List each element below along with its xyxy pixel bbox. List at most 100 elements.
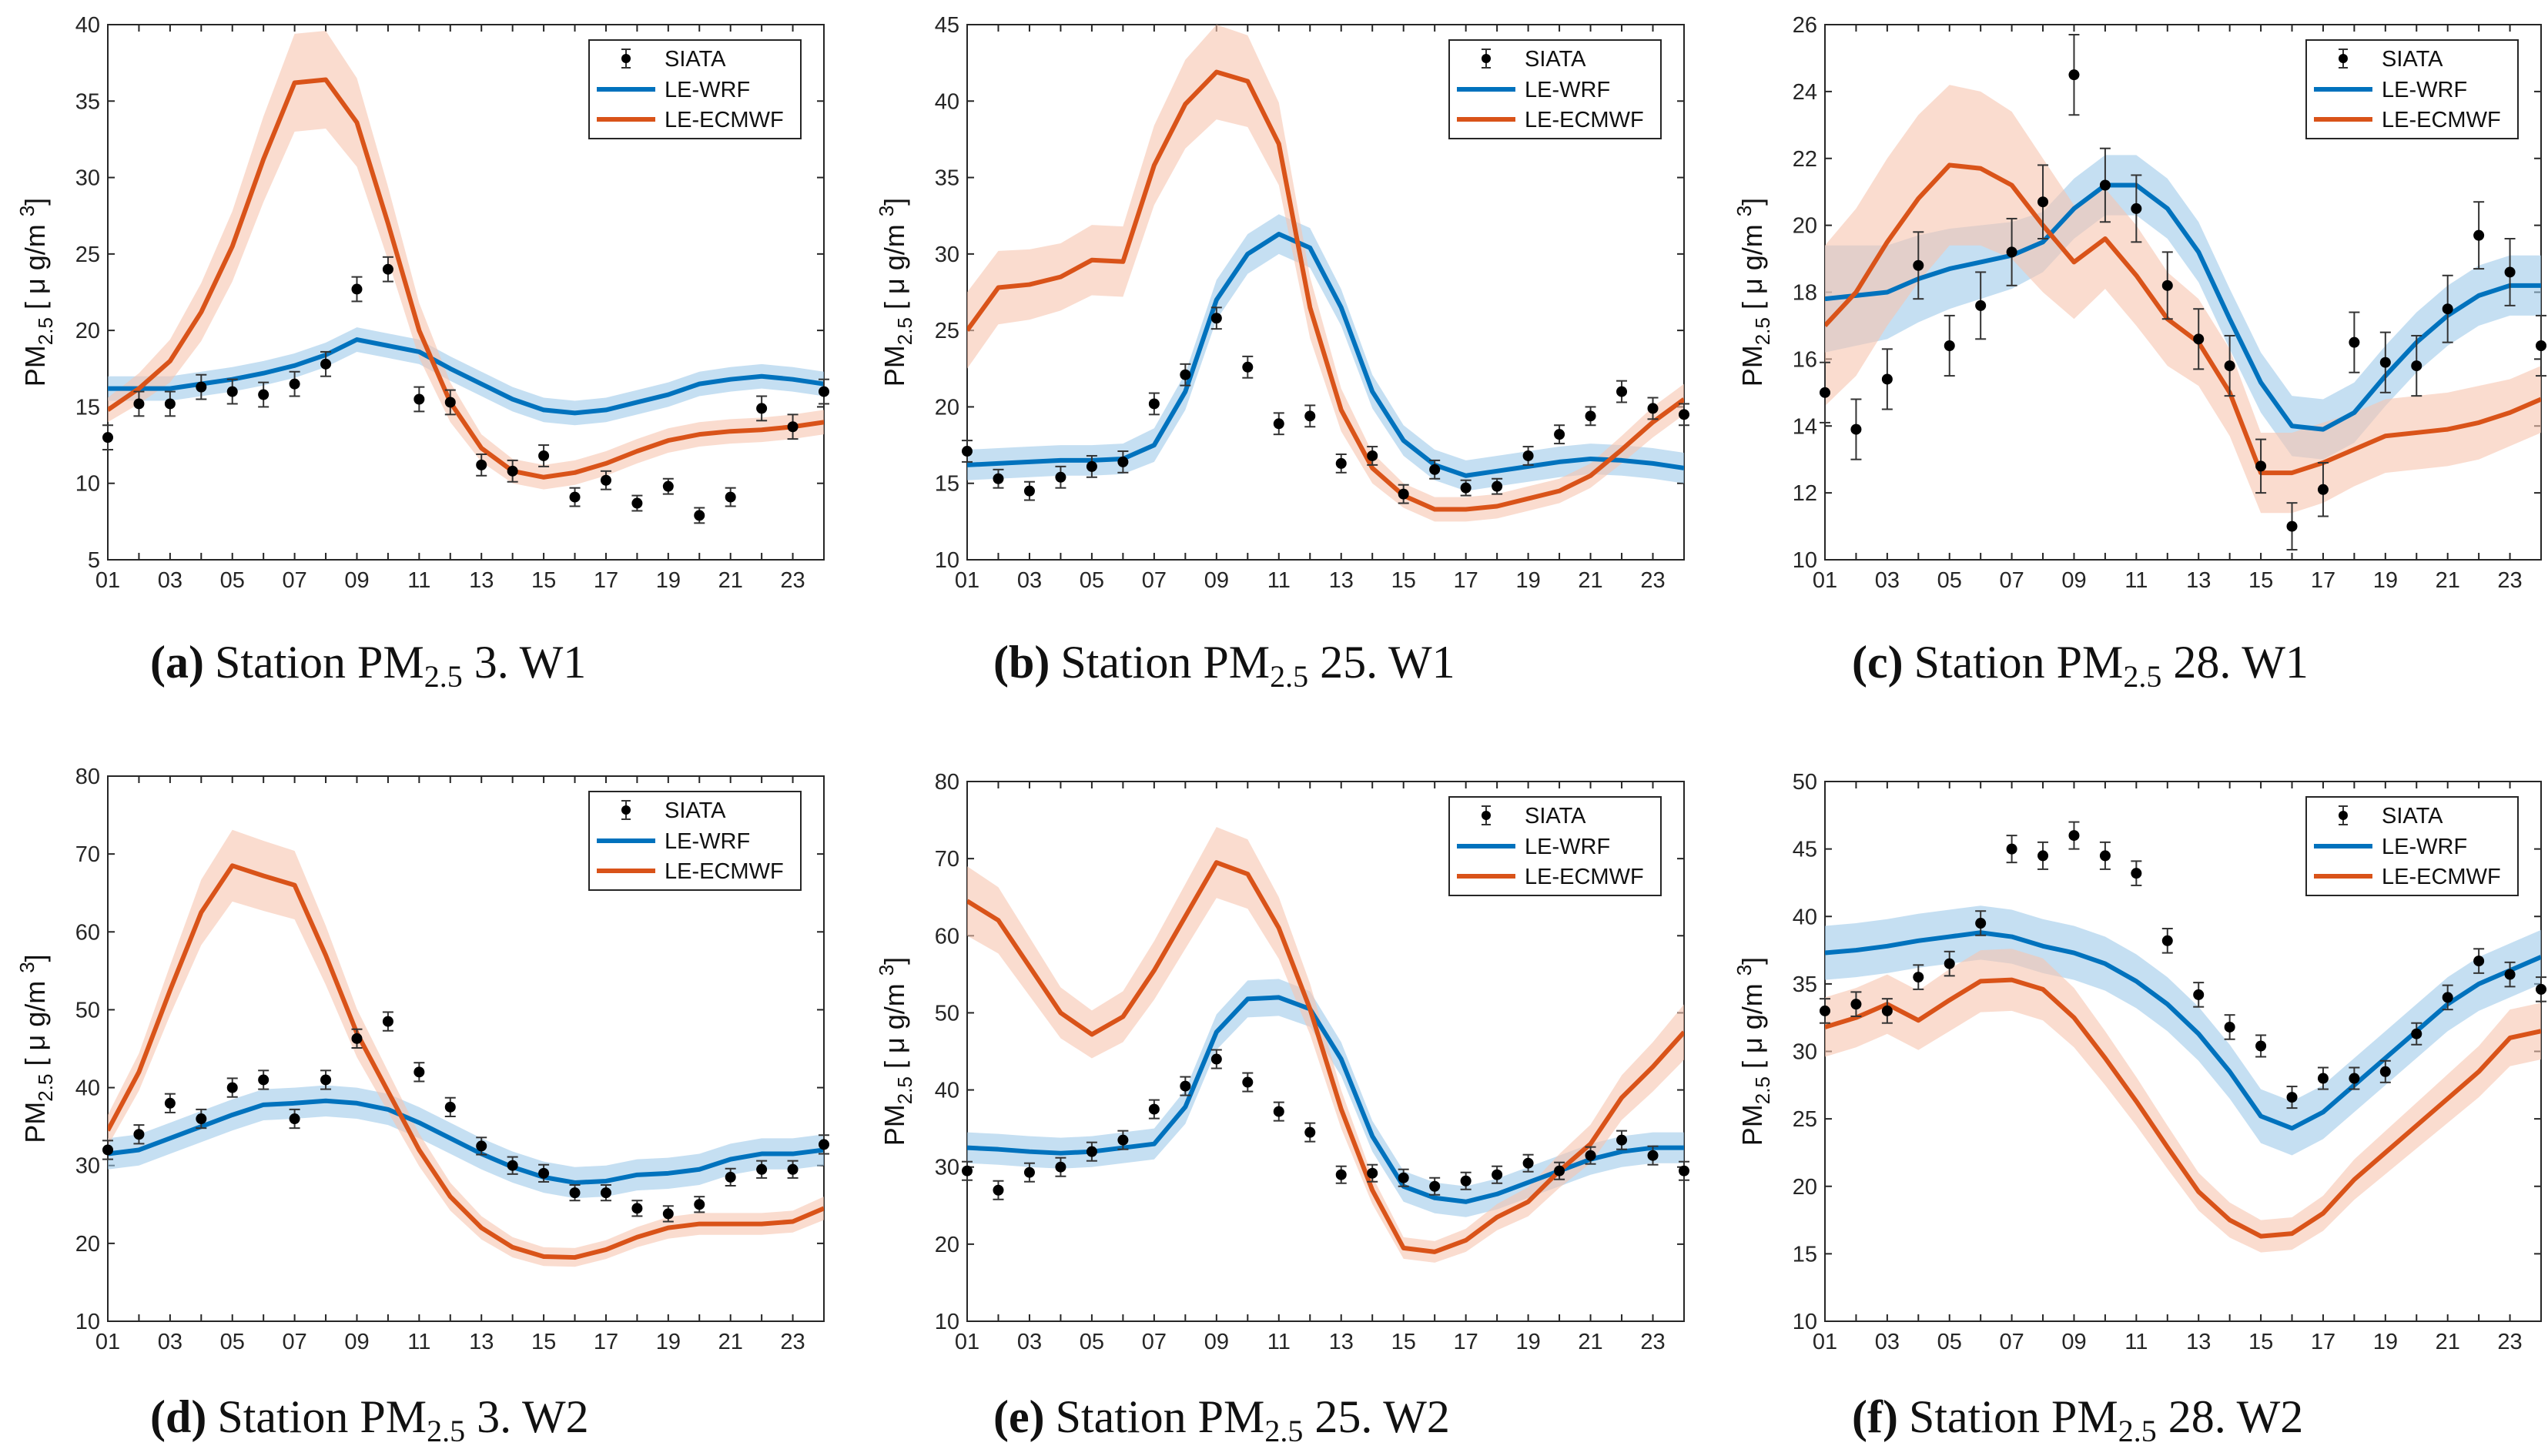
x-tick-label: 11 bbox=[407, 568, 430, 593]
observation-point bbox=[694, 507, 705, 524]
x-tick-label: 03 bbox=[158, 568, 182, 593]
legend-label: SIATA bbox=[665, 47, 726, 72]
observation-point bbox=[507, 459, 518, 483]
y-tick-label: 20 bbox=[935, 1233, 959, 1257]
legend-label: SIATA bbox=[1525, 47, 1586, 72]
ylabel-unit: [ μ g/m bbox=[1736, 216, 1768, 317]
series-line-le-ecmwf bbox=[108, 77, 824, 480]
x-tick-label: 23 bbox=[2497, 568, 2522, 593]
data-point bbox=[320, 358, 332, 370]
legend: SIATA LE-WRF LE-ECMWF bbox=[588, 39, 802, 139]
y-tick-label: 25 bbox=[75, 243, 100, 267]
observation-point bbox=[819, 378, 829, 405]
observation-point bbox=[1055, 1156, 1066, 1177]
observation-point bbox=[787, 1160, 799, 1179]
y-tick-label: 35 bbox=[1793, 972, 1817, 997]
data-point bbox=[1429, 1180, 1441, 1192]
data-point bbox=[2379, 356, 2391, 368]
data-point bbox=[351, 283, 363, 295]
observation-point bbox=[569, 487, 581, 507]
y-tick-label: 40 bbox=[935, 1079, 959, 1103]
observation-point bbox=[2193, 308, 2205, 370]
data-point bbox=[1554, 1165, 1565, 1177]
legend-label: LE-WRF bbox=[2382, 78, 2467, 102]
caption-subscript: 2.5 bbox=[2123, 659, 2161, 694]
observation-point bbox=[2442, 984, 2453, 1011]
observation-point bbox=[2224, 334, 2235, 397]
observation-point bbox=[1881, 998, 1893, 1024]
ylabel-sub: 2.5 bbox=[893, 1076, 916, 1104]
observation-point bbox=[414, 386, 425, 413]
legend: SIATA LE-WRF LE-ECMWF bbox=[2305, 796, 2519, 896]
data-point bbox=[2504, 266, 2516, 278]
observation-point bbox=[2068, 821, 2080, 850]
observation-point bbox=[382, 1011, 393, 1032]
series-line-le-ecmwf bbox=[108, 863, 824, 1260]
observation-point bbox=[1522, 1153, 1534, 1173]
observation-point bbox=[725, 487, 736, 507]
y-tick-label: 18 bbox=[1793, 281, 1817, 306]
x-tick-label: 21 bbox=[2436, 568, 2460, 593]
observation-point bbox=[1647, 397, 1659, 420]
ylabel-close: ] bbox=[19, 198, 51, 206]
data-point bbox=[538, 1167, 550, 1179]
panel-c: 10 12 14 16 18 20 22 24 26 01 03 05 07 09 11 13 15 17 19 21… bbox=[1733, 13, 2546, 694]
x-tick-label: 11 bbox=[407, 1330, 430, 1354]
observation-point bbox=[1367, 1163, 1378, 1183]
legend-label: SIATA bbox=[2382, 804, 2443, 828]
observation-point bbox=[164, 390, 176, 417]
observation-point bbox=[133, 390, 145, 417]
y-tick-label: 15 bbox=[1793, 1242, 1817, 1267]
y-tick-label: 10 bbox=[75, 472, 100, 497]
data-point bbox=[993, 1184, 1004, 1196]
ylabel-unit: [ μ g/m bbox=[19, 216, 51, 317]
x-tick-label: 11 bbox=[2124, 568, 2148, 593]
observation-point bbox=[1023, 480, 1035, 501]
y-tick-label: 20 bbox=[75, 1232, 100, 1257]
observation-point bbox=[1679, 403, 1689, 427]
ylabel-base: PM bbox=[1736, 1104, 1768, 1146]
observation-point bbox=[2131, 860, 2142, 886]
observation-point bbox=[1616, 380, 1628, 403]
x-tick-label: 05 bbox=[220, 568, 245, 593]
observation-point bbox=[756, 395, 768, 422]
legend-label: LE-WRF bbox=[1525, 835, 1610, 859]
x-tick-label: 19 bbox=[1515, 568, 1540, 593]
series-line-le-ecmwf bbox=[967, 860, 1684, 1254]
data-point bbox=[1304, 1126, 1316, 1138]
observation-point bbox=[1210, 1049, 1222, 1069]
observation-point bbox=[2349, 311, 2360, 373]
x-tick-label: 03 bbox=[1875, 1330, 1900, 1354]
data-point bbox=[2193, 333, 2205, 345]
x-tick-label: 01 bbox=[955, 568, 979, 593]
observation-point bbox=[2411, 1022, 2422, 1046]
observation-point bbox=[1460, 479, 1472, 497]
data-point bbox=[1367, 1167, 1378, 1179]
y-tick-label: 20 bbox=[1793, 214, 1817, 239]
caption-prefix: Station PM bbox=[1060, 637, 1270, 688]
data-point bbox=[1913, 259, 1924, 271]
observation-point bbox=[787, 413, 799, 440]
plot-area bbox=[1825, 85, 2541, 514]
ylabel-close: ] bbox=[1736, 957, 1768, 965]
data-point bbox=[2255, 460, 2267, 472]
legend: SIATA LE-WRF LE-ECMWF bbox=[588, 791, 802, 891]
ylabel-sup: 3 bbox=[875, 965, 898, 976]
series-line-le-wrf bbox=[1825, 930, 2541, 1131]
data-point bbox=[2317, 484, 2329, 495]
data-point bbox=[2161, 279, 2173, 291]
data-point bbox=[289, 378, 300, 390]
data-point bbox=[1585, 1150, 1596, 1161]
y-tick-label: 30 bbox=[935, 243, 959, 267]
ylabel-unit: [ μ g/m bbox=[879, 216, 910, 317]
y-tick-label: 30 bbox=[1793, 1040, 1817, 1065]
y-tick-label: 20 bbox=[75, 319, 100, 343]
ylabel-close: ] bbox=[1736, 198, 1768, 206]
caption-suffix: 28. W1 bbox=[2161, 637, 2309, 688]
data-point bbox=[1367, 450, 1378, 461]
data-point bbox=[1492, 1169, 1503, 1180]
data-point bbox=[289, 1113, 300, 1125]
y-tick-label: 60 bbox=[75, 920, 100, 945]
observation-point bbox=[1086, 454, 1097, 478]
observation-point bbox=[196, 1108, 207, 1130]
